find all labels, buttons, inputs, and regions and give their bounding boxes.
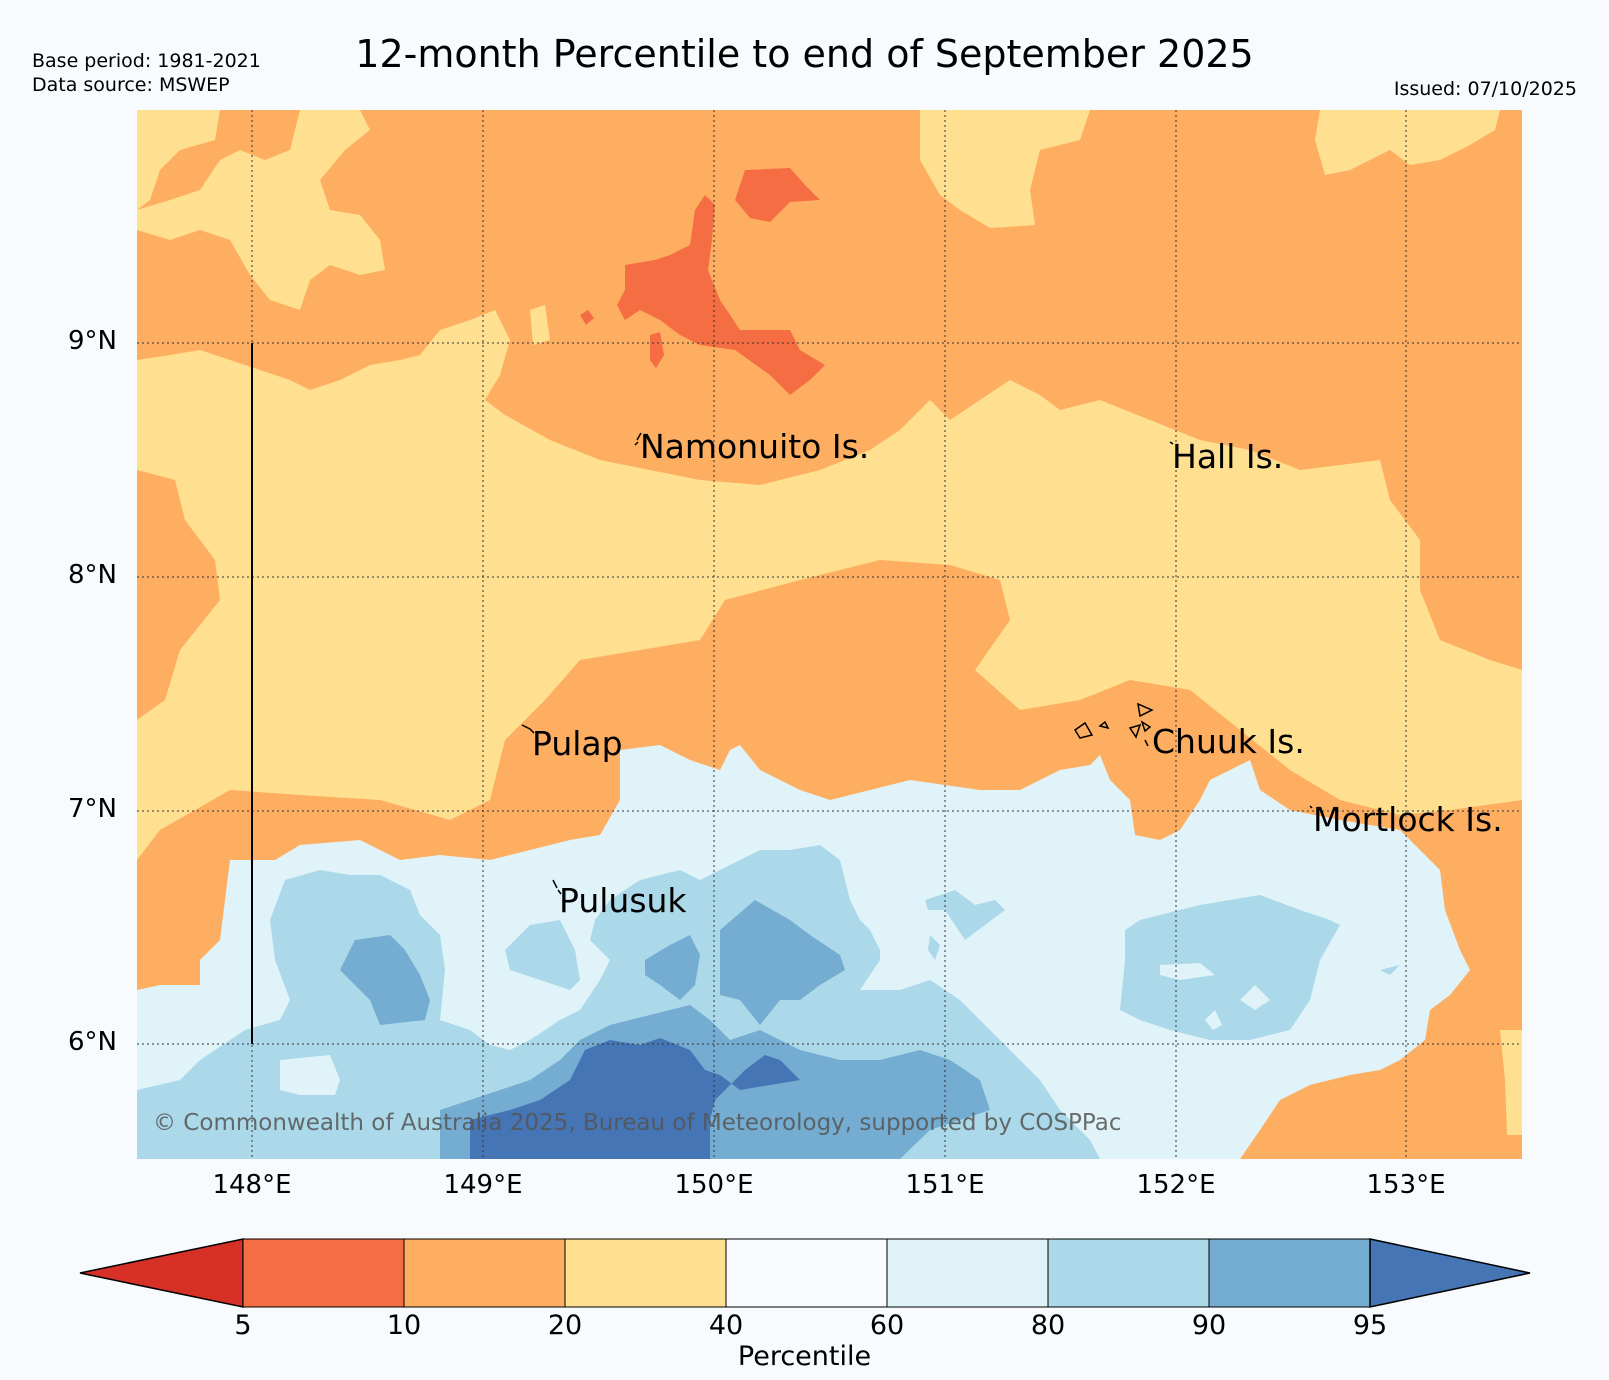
region-90-95 xyxy=(720,900,845,1025)
colorbar-segment-5-10 xyxy=(242,1238,405,1308)
region-5-10 xyxy=(580,310,594,325)
region-80-90 xyxy=(1380,965,1400,975)
colorbar-segment-90-95 xyxy=(1208,1238,1371,1308)
chuuk-island-outline xyxy=(1098,720,1110,730)
chuuk-island-outline xyxy=(1137,702,1154,718)
lon-label-149e: 149°E xyxy=(443,1170,523,1200)
lon-label-150e: 150°E xyxy=(674,1170,754,1200)
colorbar-segment-60-80 xyxy=(886,1238,1049,1308)
lon-label-152e: 152°E xyxy=(1136,1170,1216,1200)
place-label-pulusuk: Pulusuk xyxy=(559,881,687,920)
data-source: Data source: MSWEP xyxy=(32,74,230,96)
region-20-40 xyxy=(920,110,1090,228)
lat-label-8n: 8°N xyxy=(68,560,117,590)
issued-date: Issued: 07/10/2025 xyxy=(1393,78,1577,100)
place-label-hall: Hall Is. xyxy=(1172,437,1284,476)
region-60-80 xyxy=(1205,1010,1222,1030)
copyright-notice: © Commonwealth of Australia 2025, Bureau… xyxy=(153,1110,1122,1136)
place-label-namonuito: Namonuito Is. xyxy=(640,427,870,466)
map-title: 12-month Percentile to end of September … xyxy=(355,32,1254,76)
region-80-90 xyxy=(505,920,580,990)
region-5-10 xyxy=(650,332,664,368)
region-20-40 xyxy=(1315,110,1500,175)
lat-label-7n: 7°N xyxy=(68,794,117,824)
pulap-island-outline xyxy=(521,724,535,734)
region-90-95 xyxy=(340,935,430,1025)
base-period: Base period: 1981-2021 xyxy=(32,50,261,72)
region-5-10 xyxy=(617,195,825,395)
colorbar-tick-20: 20 xyxy=(547,1310,583,1341)
region-60-80 xyxy=(1240,985,1270,1010)
region-20-40 xyxy=(137,110,385,310)
colorbar-tick-60: 60 xyxy=(869,1310,905,1341)
region-90-95 xyxy=(645,935,700,1000)
region-20-40 xyxy=(137,110,220,210)
colorbar-tick-80: 80 xyxy=(1030,1310,1066,1341)
chuuk-island-outline xyxy=(1140,720,1152,733)
place-label-pulap: Pulap xyxy=(532,724,623,763)
pulusuk-island-outline xyxy=(552,879,562,895)
colorbar xyxy=(79,1238,1531,1308)
region-60-80 xyxy=(280,1055,340,1095)
region-80-90 xyxy=(925,890,1005,940)
region-60-80 xyxy=(1160,963,1215,980)
lat-label-6n: 6°N xyxy=(68,1027,117,1057)
colorbar-segment-40-60 xyxy=(725,1238,888,1308)
colorbar-segment-80-90 xyxy=(1047,1238,1210,1308)
chuuk-island-outline xyxy=(1144,739,1149,747)
lon-label-151e: 151°E xyxy=(905,1170,985,1200)
chuuk-island-outline xyxy=(1128,723,1142,739)
hall-island-outline xyxy=(1169,441,1174,445)
colorbar-label: Percentile xyxy=(737,1341,872,1372)
chuuk-island-outline xyxy=(1073,721,1094,739)
colorbar-tick-5: 5 xyxy=(234,1310,252,1341)
region-above-95 xyxy=(470,1038,800,1159)
mortlock-island-outline xyxy=(1309,805,1313,809)
colorbar-tick-90: 90 xyxy=(1191,1310,1227,1341)
region-80-90 xyxy=(928,935,940,960)
colorbar-segment-10-20 xyxy=(403,1238,566,1308)
map-metadata: Base period: 1981-2021 Data source: MSWE… xyxy=(32,49,261,97)
lon-label-153e: 153°E xyxy=(1366,1170,1446,1200)
lon-label-148e: 148°E xyxy=(212,1170,292,1200)
colorbar-segment-below-5 xyxy=(79,1238,244,1308)
lat-label-9n: 9°N xyxy=(68,326,117,356)
colorbar-segment-above-95 xyxy=(1369,1238,1531,1308)
region-80-90 xyxy=(1120,895,1340,1040)
region-20-40 xyxy=(1500,1030,1522,1135)
colorbar-segment-20-40 xyxy=(564,1238,727,1308)
colorbar-tick-95: 95 xyxy=(1352,1310,1388,1341)
place-label-mortlock: Mortlock Is. xyxy=(1313,800,1503,839)
place-label-chuuk: Chuuk Is. xyxy=(1152,722,1305,761)
region-20-40 xyxy=(137,310,1522,860)
region-20-40 xyxy=(530,305,550,345)
colorbar-tick-10: 10 xyxy=(386,1310,422,1341)
region-5-10 xyxy=(735,168,820,222)
graticule xyxy=(137,110,1522,1159)
colorbar-tick-40: 40 xyxy=(708,1310,744,1341)
island-outlines xyxy=(521,432,1313,895)
map-plot-area xyxy=(137,110,1522,1159)
namonuito-island-outline xyxy=(634,432,642,446)
